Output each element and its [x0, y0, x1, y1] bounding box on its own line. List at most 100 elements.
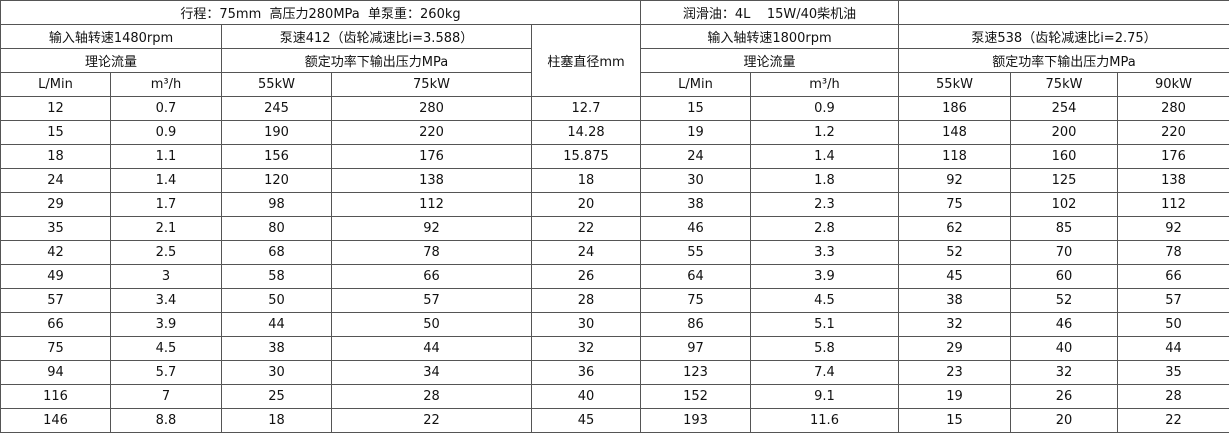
- data-cell: 1.4: [750, 144, 899, 169]
- data-cell: 38: [898, 288, 1011, 313]
- data-cell: 57: [1116, 288, 1229, 313]
- data-cell: 38: [221, 336, 332, 361]
- data-cell: 46: [640, 216, 751, 241]
- data-cell: 9.1: [750, 384, 899, 409]
- data-cell: 2.5: [110, 240, 222, 265]
- data-cell: 92: [898, 168, 1011, 193]
- pressure-header: 额定功率下输出压力MPa: [221, 48, 532, 73]
- data-cell: 7.4: [750, 360, 899, 385]
- data-cell: 44: [331, 336, 532, 361]
- data-cell: 42: [0, 240, 111, 265]
- data-cell: 116: [0, 384, 111, 409]
- data-cell: 24: [531, 240, 641, 265]
- data-cell: 19: [640, 120, 751, 145]
- data-cell: 1.8: [750, 168, 899, 193]
- data-row: 12 0.7 245 280 12.7 15 0.9 186 254 280: [0, 96, 1229, 121]
- data-cell: 66: [1116, 264, 1229, 289]
- data-cell: 5.8: [750, 336, 899, 361]
- data-cell: 70: [1010, 240, 1118, 265]
- data-cell: 86: [640, 312, 751, 337]
- unit-header: m³/h: [110, 72, 222, 97]
- data-cell: 44: [221, 312, 332, 337]
- pump-speed: 泵速538（齿轮减速比i=2.75）: [897, 24, 1229, 49]
- data-cell: 28: [331, 384, 532, 409]
- data-cell: 3.9: [750, 264, 899, 289]
- data-row: 42 2.5 68 78 24 55 3.3 52 70 78: [0, 240, 1229, 265]
- data-cell: 40: [531, 384, 641, 409]
- data-cell: 1.4: [110, 168, 222, 193]
- data-cell: 23: [898, 360, 1011, 385]
- data-cell: 38: [640, 192, 751, 217]
- data-cell: 34: [331, 360, 532, 385]
- unit-header: 55kW: [221, 72, 332, 97]
- data-cell: 2.8: [750, 216, 899, 241]
- data-cell: 30: [531, 312, 641, 337]
- data-cell: 22: [1116, 408, 1229, 433]
- data-cell: 78: [331, 240, 532, 265]
- data-cell: 97: [640, 336, 751, 361]
- flow-header: 理论流量: [640, 48, 899, 73]
- data-cell: 146: [0, 408, 111, 433]
- data-cell: 98: [221, 192, 332, 217]
- data-cell: 80: [221, 216, 332, 241]
- data-cell: 32: [898, 312, 1011, 337]
- data-cell: 55: [640, 240, 751, 265]
- data-cell: 26: [1010, 384, 1118, 409]
- spec: 行程：75mm 高压力280MPa 单泵重：260kg: [0, 0, 641, 25]
- data-cell: 18: [0, 144, 111, 169]
- data-cell: 152: [640, 384, 751, 409]
- data-cell: 200: [1010, 120, 1118, 145]
- data-cell: 8.8: [110, 408, 222, 433]
- data-cell: 160: [1010, 144, 1118, 169]
- data-cell: 12: [0, 96, 111, 121]
- data-cell: 254: [1010, 96, 1118, 121]
- data-cell: 190: [221, 120, 332, 145]
- data-cell: 12.7: [531, 96, 641, 121]
- data-row: 24 1.4 120 138 18 30 1.8 92 125 138: [0, 168, 1229, 193]
- data-row: 57 3.4 50 57 28 75 4.5 38 52 57: [0, 288, 1229, 313]
- data-cell: 64: [640, 264, 751, 289]
- data-cell: 36: [531, 360, 641, 385]
- pressure-header: 额定功率下输出压力MPa: [897, 48, 1229, 73]
- data-cell: 4.5: [110, 336, 222, 361]
- data-cell: 2.3: [750, 192, 899, 217]
- data-cell: 78: [1116, 240, 1229, 265]
- data-cell: 112: [331, 192, 532, 217]
- data-cell: 220: [331, 120, 532, 145]
- data-cell: 18: [221, 408, 332, 433]
- data-cell: 186: [898, 96, 1011, 121]
- data-cell: 0.9: [110, 120, 222, 145]
- data-cell: 245: [221, 96, 332, 121]
- data-cell: 15.875: [531, 144, 641, 169]
- blank-cell: [897, 0, 1229, 25]
- data-cell: 120: [221, 168, 332, 193]
- data-cell: 193: [640, 408, 751, 433]
- data-cell: 52: [898, 240, 1011, 265]
- data-cell: 156: [221, 144, 332, 169]
- data-cell: 44: [1116, 336, 1229, 361]
- data-cell: 1.1: [110, 144, 222, 169]
- unit-header: 75kW: [331, 72, 532, 97]
- data-cell: 1.2: [750, 120, 899, 145]
- data-cell: 30: [640, 168, 751, 193]
- data-row: 18 1.1 156 176 15.875 24 1.4 118 160 176: [0, 144, 1229, 169]
- data-cell: 28: [531, 288, 641, 313]
- data-cell: 3: [110, 264, 222, 289]
- data-cell: 57: [331, 288, 532, 313]
- data-cell: 92: [331, 216, 532, 241]
- data-cell: 32: [531, 336, 641, 361]
- data-cell: 24: [640, 144, 751, 169]
- data-cell: 123: [640, 360, 751, 385]
- data-cell: 85: [1010, 216, 1118, 241]
- data-cell: 52: [1010, 288, 1118, 313]
- unit-header: 75kW: [1010, 72, 1118, 97]
- data-cell: 58: [221, 264, 332, 289]
- data-cell: 25: [221, 384, 332, 409]
- data-cell: 118: [898, 144, 1011, 169]
- input-speed: 输入轴转速1480rpm: [0, 24, 222, 49]
- data-cell: 35: [1116, 360, 1229, 385]
- data-cell: 24: [0, 168, 111, 193]
- data-cell: 50: [221, 288, 332, 313]
- data-cell: 5.1: [750, 312, 899, 337]
